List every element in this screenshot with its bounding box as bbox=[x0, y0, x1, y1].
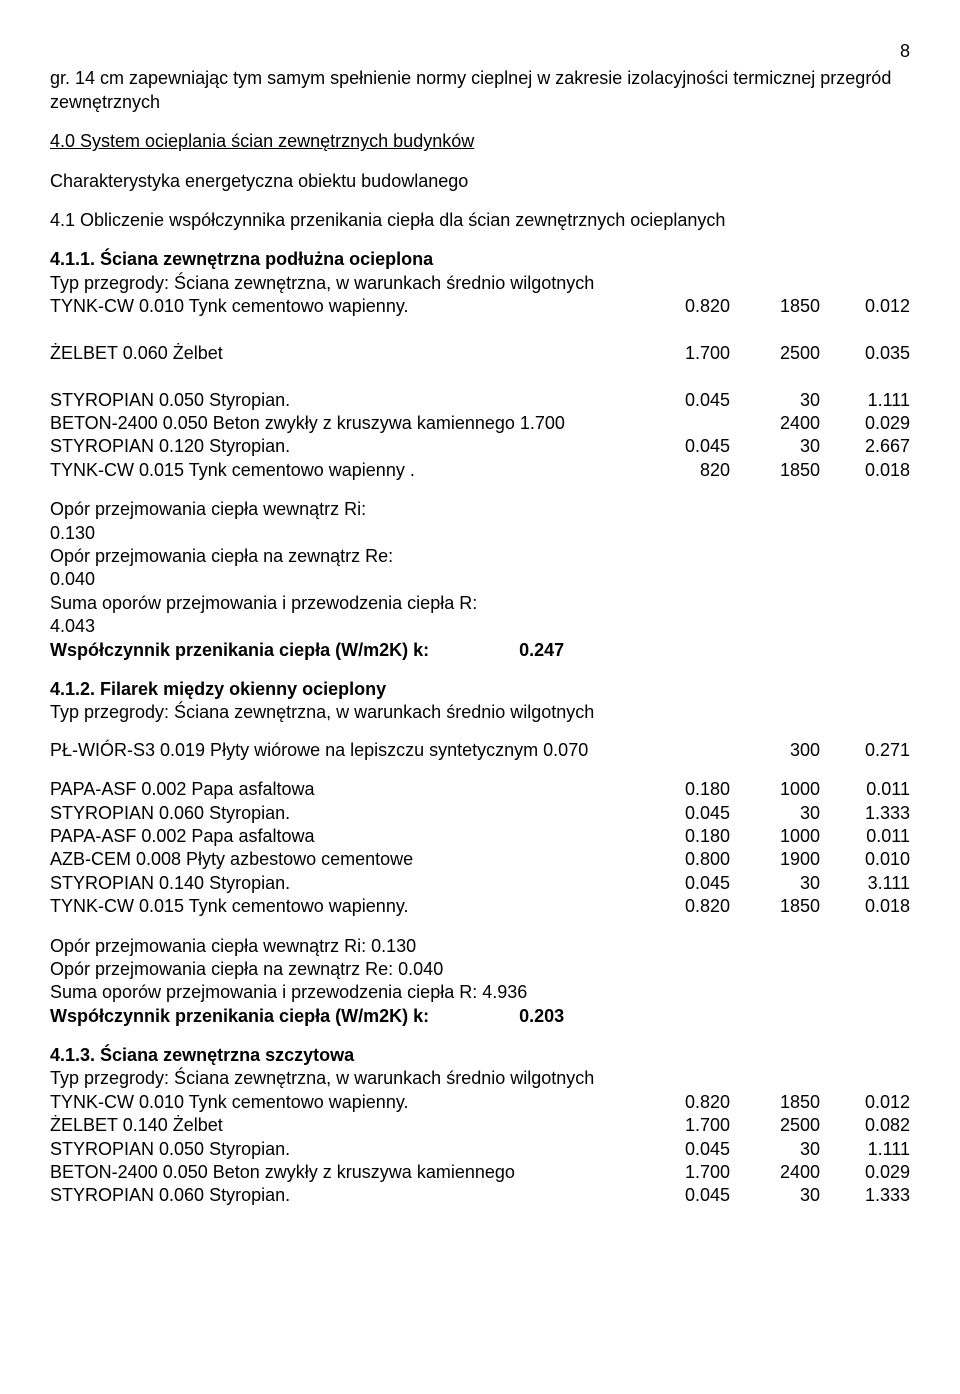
table-row: STYROPIAN 0.050 Styropian.0.045301.111 bbox=[50, 389, 910, 412]
table-row: BETON-2400 0.050 Beton zwykły z kruszywa… bbox=[50, 1161, 910, 1184]
calc-row: Opór przejmowania ciepła wewnątrz Ri:0.1… bbox=[50, 498, 910, 545]
table-row: ŻELBET 0.140 Żelbet1.70025000.082 bbox=[50, 1114, 910, 1137]
table-row bbox=[50, 319, 910, 342]
table-row: AZB-CEM 0.008 Płyty azbestowo cementowe0… bbox=[50, 848, 910, 871]
heading-4-1-3: 4.1.3. Ściana zewnętrzna szczytowa bbox=[50, 1044, 910, 1067]
k-line-4-1-2: Współczynnik przenikania ciepła (W/m2K) … bbox=[50, 1005, 910, 1028]
table-4-1-2: PAPA-ASF 0.002 Papa asfaltowa0.18010000.… bbox=[50, 778, 910, 918]
typ-line-412: Typ przegrody: Ściana zewnętrzna, w waru… bbox=[50, 701, 910, 724]
table-pl-wior: PŁ-WIÓR-S3 0.019 Płyty wiórowe na lepisz… bbox=[50, 739, 910, 762]
typ-line-413: Typ przegrody: Ściana zewnętrzna, w waru… bbox=[50, 1067, 910, 1090]
table-row: TYNK-CW 0.015 Tynk cementowo wapienny .8… bbox=[50, 459, 910, 482]
table-row: STYROPIAN 0.120 Styropian.0.045302.667 bbox=[50, 435, 910, 458]
table-row: BETON-2400 0.050 Beton zwykły z kruszywa… bbox=[50, 412, 910, 435]
calc-row: Opór przejmowania ciepła wewnątrz Ri: 0.… bbox=[50, 935, 910, 958]
k-line-4-1-1: Współczynnik przenikania ciepła (W/m2K) … bbox=[50, 639, 910, 662]
section-4-title: 4.0 System ocieplania ścian zewnętrznych… bbox=[50, 130, 910, 153]
calc-row: Opór przejmowania ciepła na zewnątrz Re:… bbox=[50, 958, 910, 981]
k-label-4-1-2: Współczynnik przenikania ciepła (W/m2K) … bbox=[50, 1006, 429, 1026]
table-row: TYNK-CW 0.010 Tynk cementowo wapienny.0.… bbox=[50, 1091, 910, 1114]
page-number: 8 bbox=[50, 40, 910, 63]
table-row bbox=[50, 365, 910, 388]
table-row: PAPA-ASF 0.002 Papa asfaltowa0.18010000.… bbox=[50, 778, 910, 801]
table-row: PŁ-WIÓR-S3 0.019 Płyty wiórowe na lepisz… bbox=[50, 739, 910, 762]
k-value-4-1-1: 0.247 bbox=[519, 640, 564, 660]
table-row: STYROPIAN 0.060 Styropian.0.045301.333 bbox=[50, 802, 910, 825]
table-row: PAPA-ASF 0.002 Papa asfaltowa0.18010000.… bbox=[50, 825, 910, 848]
heading-4-1: 4.1 Obliczenie współczynnika przenikania… bbox=[50, 209, 910, 232]
table-row: STYROPIAN 0.050 Styropian.0.045301.111 bbox=[50, 1138, 910, 1161]
calc-row: Suma oporów przejmowania i przewodzenia … bbox=[50, 592, 910, 639]
heading-4-1-1: 4.1.1. Ściana zewnętrzna podłużna ociepl… bbox=[50, 248, 910, 271]
intro-paragraph: gr. 14 cm zapewniając tym samym spełnien… bbox=[50, 67, 910, 114]
typ-line-411: Typ przegrody: Ściana zewnętrzna, w waru… bbox=[50, 272, 910, 295]
table-row: STYROPIAN 0.140 Styropian.0.045303.111 bbox=[50, 872, 910, 895]
calc-block-4-1-2: Opór przejmowania ciepła wewnątrz Ri: 0.… bbox=[50, 935, 910, 1005]
table-row: STYROPIAN 0.060 Styropian.0.045301.333 bbox=[50, 1184, 910, 1207]
energy-subtitle: Charakterystyka energetyczna obiektu bud… bbox=[50, 170, 910, 193]
calc-block-4-1-1: Opór przejmowania ciepła wewnątrz Ri:0.1… bbox=[50, 498, 910, 638]
table-row: ŻELBET 0.060 Żelbet1.70025000.035 bbox=[50, 342, 910, 365]
table-row: TYNK-CW 0.010 Tynk cementowo wapienny.0.… bbox=[50, 295, 910, 318]
k-value-4-1-2: 0.203 bbox=[519, 1006, 564, 1026]
calc-row: Opór przejmowania ciepła na zewnątrz Re:… bbox=[50, 545, 910, 592]
table-4-1-3: TYNK-CW 0.010 Tynk cementowo wapienny.0.… bbox=[50, 1091, 910, 1208]
table-row: TYNK-CW 0.015 Tynk cementowo wapienny.0.… bbox=[50, 895, 910, 918]
heading-4-1-2: 4.1.2. Filarek między okienny ocieplony bbox=[50, 678, 910, 701]
k-label-4-1-1: Współczynnik przenikania ciepła (W/m2K) … bbox=[50, 640, 429, 660]
calc-row: Suma oporów przejmowania i przewodzenia … bbox=[50, 981, 910, 1004]
table-4-1-1: TYNK-CW 0.010 Tynk cementowo wapienny.0.… bbox=[50, 295, 910, 482]
